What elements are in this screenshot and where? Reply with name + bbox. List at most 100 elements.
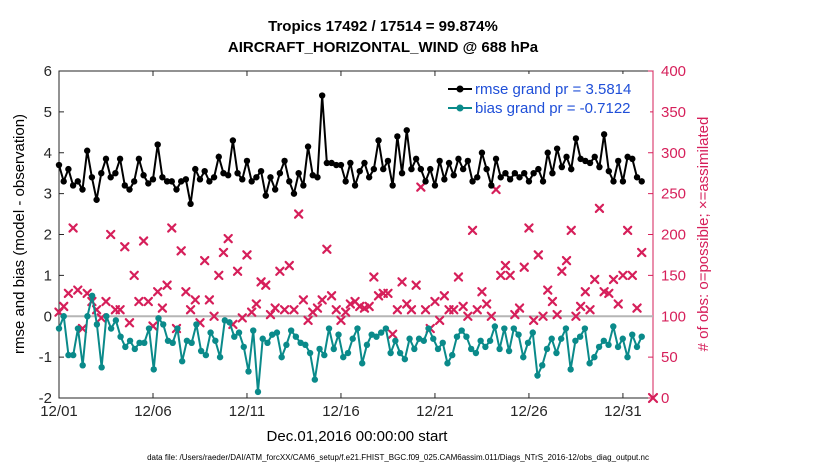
obs-count-marker <box>303 315 313 326</box>
bias-point <box>373 333 380 340</box>
obs-count-marker <box>510 309 520 320</box>
bias-point <box>302 341 309 349</box>
y-axis-right: 0 50 100 150 200 250 300 350 400 <box>648 63 686 407</box>
rmse-point <box>102 155 110 163</box>
bias-point <box>515 331 522 338</box>
bias-point <box>510 325 518 332</box>
obs-count-marker <box>312 303 323 313</box>
rmse-point <box>163 178 171 185</box>
rmse-point <box>525 178 533 185</box>
bias-point <box>524 339 532 347</box>
bias-point <box>576 333 584 340</box>
obs-count-marker <box>585 305 595 315</box>
rmse-point <box>107 174 114 181</box>
bias-point <box>449 351 456 359</box>
rmse-point <box>638 178 645 185</box>
bias-point <box>112 317 120 324</box>
rmse-point <box>323 159 331 167</box>
obs-count-marker <box>387 329 398 339</box>
bias-point <box>126 337 134 344</box>
obs-count-marker <box>613 299 623 309</box>
bias-point <box>614 343 622 351</box>
rmse-point <box>342 178 349 185</box>
bias-point <box>520 353 527 361</box>
bias-point <box>562 325 570 332</box>
obs-count-marker <box>73 285 83 295</box>
obs-count-marker <box>68 223 78 233</box>
rmse-point <box>201 167 208 175</box>
bias-point <box>396 349 404 357</box>
x-tick-label: 12/16 <box>322 403 360 420</box>
y2-tick-label: 250 <box>661 186 686 203</box>
bias-point <box>354 325 361 332</box>
obs-count-marker <box>185 305 196 315</box>
bias-point <box>491 323 499 330</box>
bias-point <box>202 351 210 359</box>
rmse-point <box>215 153 222 161</box>
rmse-point <box>168 178 175 185</box>
obs-count-marker <box>124 318 135 328</box>
obs-count-marker <box>397 277 407 287</box>
obs-count-marker <box>463 311 473 321</box>
rmse-point <box>506 176 514 183</box>
rmse-point <box>365 174 373 181</box>
obs-count-marker <box>439 291 450 301</box>
bias-point <box>439 339 446 347</box>
rmse-point <box>276 169 284 177</box>
y-tick-label: -2 <box>39 390 52 407</box>
x-tick-label: 12/26 <box>510 403 548 420</box>
rmse-point <box>591 153 598 161</box>
y-tick-label: 2 <box>44 227 52 244</box>
obs-count-marker <box>214 270 224 281</box>
obs-count-marker <box>632 303 642 313</box>
rmse-point <box>69 182 77 189</box>
rmse-point <box>469 178 476 185</box>
rmse-point <box>239 176 246 183</box>
bias-point <box>235 329 243 336</box>
obs-count-marker <box>115 305 125 315</box>
rmse-point <box>412 155 420 163</box>
bias-point <box>425 325 432 332</box>
bias-point <box>567 366 574 373</box>
bias-point <box>463 333 470 340</box>
obs-count-marker <box>279 305 290 315</box>
bias-point <box>155 315 162 322</box>
obs-count-marker <box>500 260 511 271</box>
bias-point <box>553 349 560 357</box>
obs-count-marker <box>533 250 544 260</box>
bias-point <box>482 343 489 351</box>
bias-point <box>70 351 77 359</box>
rmse-point <box>173 186 180 193</box>
obs-count-marker <box>209 311 219 321</box>
bias-point <box>349 335 356 342</box>
chart-title-line1: Tropics 17492 / 17514 = 99.874% <box>268 18 498 35</box>
bias-point <box>325 325 333 332</box>
obs-count-marker <box>326 291 337 301</box>
bias-point <box>638 333 645 340</box>
bias-point <box>136 339 143 347</box>
obs-count-marker <box>622 225 633 236</box>
obs-count-marker <box>261 280 271 290</box>
plot-area <box>58 70 654 399</box>
bias-point <box>107 325 115 332</box>
bias-point <box>178 358 186 365</box>
rmse-point <box>253 174 260 181</box>
rmse-point <box>521 169 528 177</box>
bias-point <box>231 333 238 340</box>
obs-count-marker <box>275 266 285 276</box>
x-tick-label: 12/01 <box>40 403 78 420</box>
bias-point <box>65 351 72 359</box>
rmse-point <box>361 159 368 167</box>
rmse-point <box>145 180 152 187</box>
rmse-point <box>455 155 462 163</box>
bias-point <box>344 349 352 357</box>
rmse-point <box>135 155 143 163</box>
obs-count-marker <box>284 260 294 271</box>
bias-point <box>259 335 266 342</box>
x-tick-label: 12/31 <box>604 403 642 420</box>
bias-point <box>88 292 96 300</box>
rmse-point <box>403 127 410 134</box>
bias-point <box>131 345 139 353</box>
rmse-point <box>229 137 237 144</box>
obs-count-marker <box>406 305 417 315</box>
